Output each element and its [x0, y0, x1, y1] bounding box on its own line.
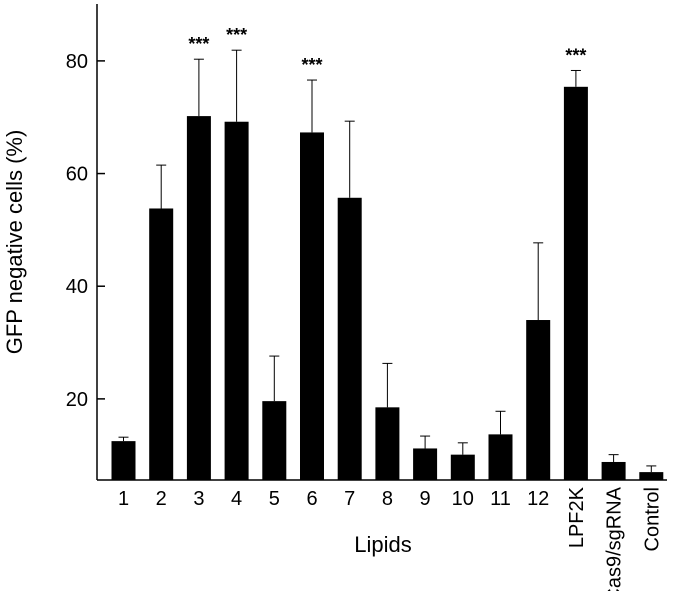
bar: [488, 434, 513, 480]
y-ticks: 20 40 60 80: [66, 51, 105, 411]
bar: [526, 320, 551, 480]
bar: [111, 441, 136, 480]
bar: [639, 472, 664, 480]
significance-mark: ***: [226, 25, 247, 45]
x-tick-label: 1: [118, 488, 129, 510]
bar: [563, 86, 588, 480]
bar: [224, 121, 249, 480]
y-tick-label: 60: [66, 164, 88, 186]
bar: [413, 448, 438, 480]
x-tick-labels: 1 2 3 4 5 6 7 8 9 10 11 12 LPF2K Cas9/sgRNA Control: [118, 486, 663, 591]
x-tick-label: 4: [231, 488, 242, 510]
x-tick-label: 3: [193, 488, 204, 510]
bar: [601, 461, 626, 480]
bar: [149, 208, 174, 480]
x-tick-label: 12: [527, 488, 549, 510]
x-tick-label: LPF2K: [566, 486, 588, 548]
bar: [300, 132, 324, 481]
significance-mark: ***: [188, 34, 209, 54]
x-tick-label: 8: [382, 488, 393, 510]
x-tick-label: Cas9/sgRNA: [604, 486, 626, 591]
y-axis-title: GFP negative cells (%): [2, 130, 27, 355]
bar: [450, 454, 475, 480]
x-axis-title: Lipids: [354, 532, 411, 557]
x-tick-label: 7: [344, 488, 355, 510]
significance-mark: ***: [301, 55, 322, 75]
bar: [337, 197, 362, 480]
y-tick-label: 20: [66, 389, 88, 411]
x-tick-label: 9: [420, 488, 431, 510]
x-tick-label: 10: [452, 488, 474, 510]
significance-mark: ***: [565, 45, 586, 65]
x-tick-label: 5: [269, 488, 280, 510]
x-tick-label: 2: [156, 488, 167, 510]
bar: [186, 116, 211, 480]
bar: [375, 407, 400, 480]
x-tick-label: 11: [490, 488, 511, 510]
x-tick-label: 6: [306, 488, 317, 510]
x-tick-label: Control: [641, 487, 663, 551]
bar: [262, 401, 287, 480]
bars-group: *** *** *** ***: [111, 25, 664, 481]
y-tick-label: 80: [66, 51, 88, 73]
y-tick-label: 40: [66, 276, 88, 298]
